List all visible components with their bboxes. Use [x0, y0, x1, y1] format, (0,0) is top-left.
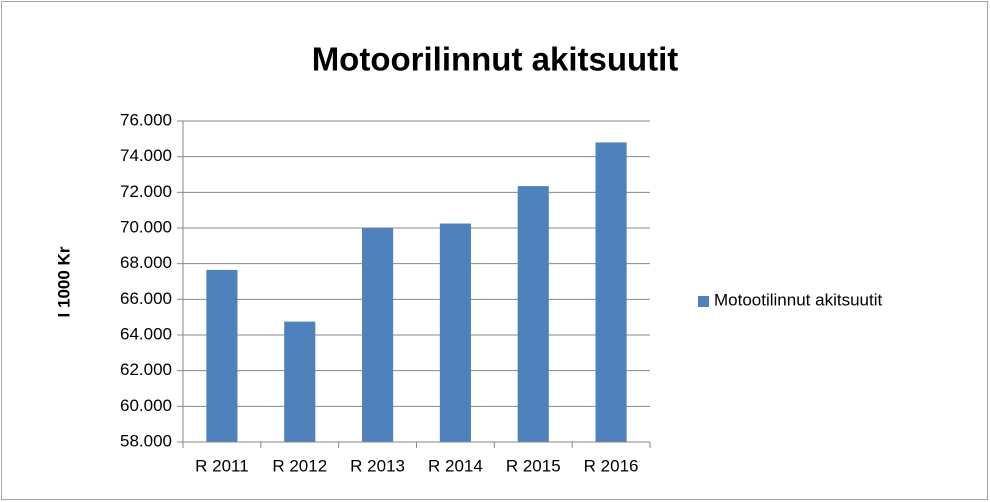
bar — [206, 269, 238, 442]
x-tick-label: R 2011 — [195, 456, 249, 475]
y-tick-label: 62.000 — [120, 360, 172, 379]
bar — [517, 186, 549, 442]
legend-swatch — [698, 296, 709, 307]
x-tick-label: R 2016 — [584, 456, 639, 475]
y-tick-label: 64.000 — [120, 324, 172, 343]
x-tick-label: R 2012 — [272, 456, 327, 475]
y-tick-label: 60.000 — [120, 396, 172, 415]
y-axis-label: I 1000 Kr — [54, 246, 73, 317]
y-tick-label: 70.000 — [120, 217, 172, 236]
bar — [439, 223, 471, 442]
chart-title: Motoorilinnut akitsuutit — [312, 41, 679, 78]
x-tick-label: R 2015 — [506, 456, 561, 475]
x-tick-label: R 2014 — [428, 456, 483, 475]
bar — [595, 142, 627, 442]
y-tick-label: 66.000 — [120, 289, 172, 308]
y-tick-label: 72.000 — [120, 182, 172, 201]
y-tick-label: 68.000 — [120, 253, 172, 272]
legend-label: Motootilinnut akitsuutit — [714, 290, 882, 309]
x-tick-label: R 2013 — [350, 456, 405, 475]
bar — [362, 228, 394, 442]
y-tick-label: 74.000 — [120, 146, 172, 165]
y-tick-label: 58.000 — [120, 431, 172, 450]
bar — [284, 321, 316, 442]
y-tick-label: 76.000 — [120, 110, 172, 129]
